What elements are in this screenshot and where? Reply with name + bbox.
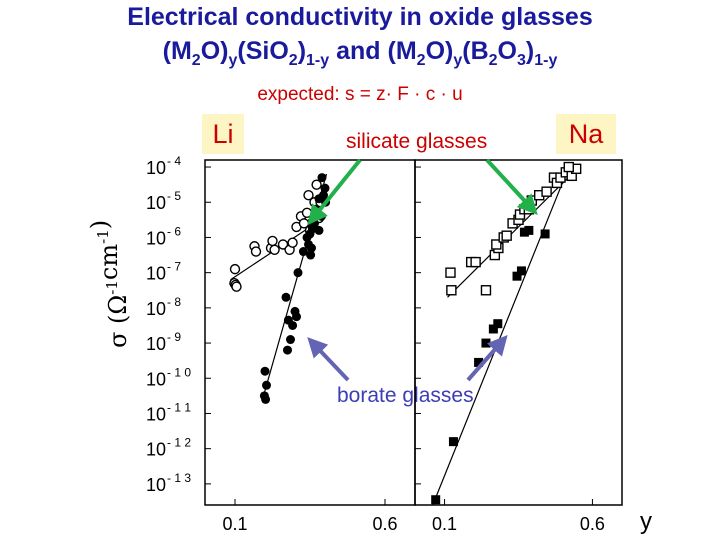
data-point-filled-circle	[320, 183, 330, 193]
data-point-open-circle	[229, 263, 241, 275]
arrows	[307, 158, 538, 382]
data-point-filled-circle	[262, 380, 271, 390]
data-point-filled-square	[488, 324, 498, 334]
x-tick-label: 0.1	[222, 514, 247, 534]
data-point-filled-circle	[293, 268, 303, 278]
data-point-filled-circle	[306, 250, 316, 260]
data-point-open-circle	[269, 244, 280, 255]
na-label: Na	[556, 114, 616, 154]
data-point-open-circle	[301, 207, 313, 219]
data-point-filled-circle	[302, 232, 312, 242]
y-tick-label: 10- 5	[146, 189, 181, 213]
borate-glasses-label: borate glasses	[337, 384, 474, 407]
borate-arrow-na	[466, 334, 508, 382]
data-point-filled-circle	[261, 394, 271, 404]
data-point-filled-square	[448, 437, 458, 447]
data-point-filled-circle	[298, 247, 308, 257]
data-point-filled-circle	[292, 312, 301, 322]
data-point-open-circle	[231, 281, 242, 292]
data-point-open-square	[555, 172, 566, 183]
data-point-open-square	[541, 186, 552, 197]
y-tick-label: 10- 8	[146, 295, 181, 319]
y-tick-label: 10- 6	[146, 224, 181, 248]
data-point-filled-circle	[286, 335, 295, 345]
panel-na: 0.1 0.6	[414, 159, 623, 534]
y-tick-label: 10- 1 2	[146, 436, 191, 460]
y-tick-label: 10- 1 0	[146, 365, 191, 389]
y-axis-ticks: 10- 4 10- 5 10- 6 10- 7 10- 8 10- 9 10- 1 0 10-…	[146, 154, 191, 495]
x-tick-label: 0.6	[580, 514, 605, 534]
data-point-open-square	[446, 285, 457, 296]
chart-title-line1: Electrical conductivity in oxide glasses	[127, 3, 593, 31]
panel-li: 0.1 0.6	[204, 159, 416, 534]
x-tick-label: 0.6	[372, 514, 397, 534]
data-point-open-square	[563, 161, 574, 173]
plot-frame	[414, 159, 623, 506]
data-point-filled-circle	[260, 366, 270, 376]
data-point-filled-square	[516, 266, 526, 276]
data-point-open-circle	[277, 239, 289, 250]
y-tick-label: 10- 1 3	[146, 471, 191, 495]
data-point-filled-circle	[317, 173, 327, 183]
y-axis-title: σ (Ω-1cm-1)	[86, 220, 132, 348]
borate-arrow-li	[307, 337, 350, 382]
data-point-filled-square	[431, 495, 441, 505]
data-point-filled-square	[481, 338, 491, 348]
silicate-arrow-na	[485, 158, 538, 215]
data-point-filled-square	[519, 227, 529, 237]
data-point-filled-circle	[283, 315, 293, 325]
data-point-open-square	[470, 256, 481, 268]
data-point-open-circle	[267, 235, 278, 247]
y-tick-label: 10- 7	[146, 260, 181, 284]
data-point-open-circle	[311, 179, 322, 190]
data-point-filled-square	[474, 357, 484, 367]
data-point-filled-circle	[314, 225, 324, 235]
y-tick-label: 10- 9	[146, 330, 181, 354]
y-tick-label: 10- 1 1	[146, 400, 191, 424]
fit-line	[432, 166, 570, 506]
silicate-arrow-li	[307, 158, 362, 226]
x-tick-label: 0.1	[432, 514, 457, 534]
data-point-filled-square	[512, 271, 522, 281]
x-variable-label: y	[640, 508, 652, 535]
data-point-open-square	[501, 230, 512, 241]
chart-title-line2: (M2O)y(SiO2)1-y and (M2O)y(B2O3)1-y	[162, 37, 558, 69]
li-label: Li	[202, 114, 244, 154]
data-point-filled-circle	[314, 194, 324, 204]
data-point-open-square	[480, 285, 492, 296]
data-point-open-circle	[250, 246, 262, 257]
data-point-open-circle	[287, 237, 298, 248]
data-point-open-circle	[303, 190, 314, 201]
formula-text: expected: s = z· F · c · u	[257, 84, 463, 105]
data-point-filled-circle	[283, 345, 292, 355]
y-tick-label: 10- 4	[146, 154, 181, 178]
silicate-glasses-label: silicate glasses	[346, 130, 488, 153]
data-point-open-square	[491, 239, 502, 250]
data-point-filled-circle	[307, 243, 316, 253]
data-point-open-square	[445, 267, 456, 278]
data-point-filled-square	[493, 319, 503, 329]
y-axis-label: σ (Ω-1cm-1)	[86, 220, 132, 348]
data-point-filled-circle	[281, 292, 291, 302]
data-point-filled-square	[540, 229, 550, 239]
